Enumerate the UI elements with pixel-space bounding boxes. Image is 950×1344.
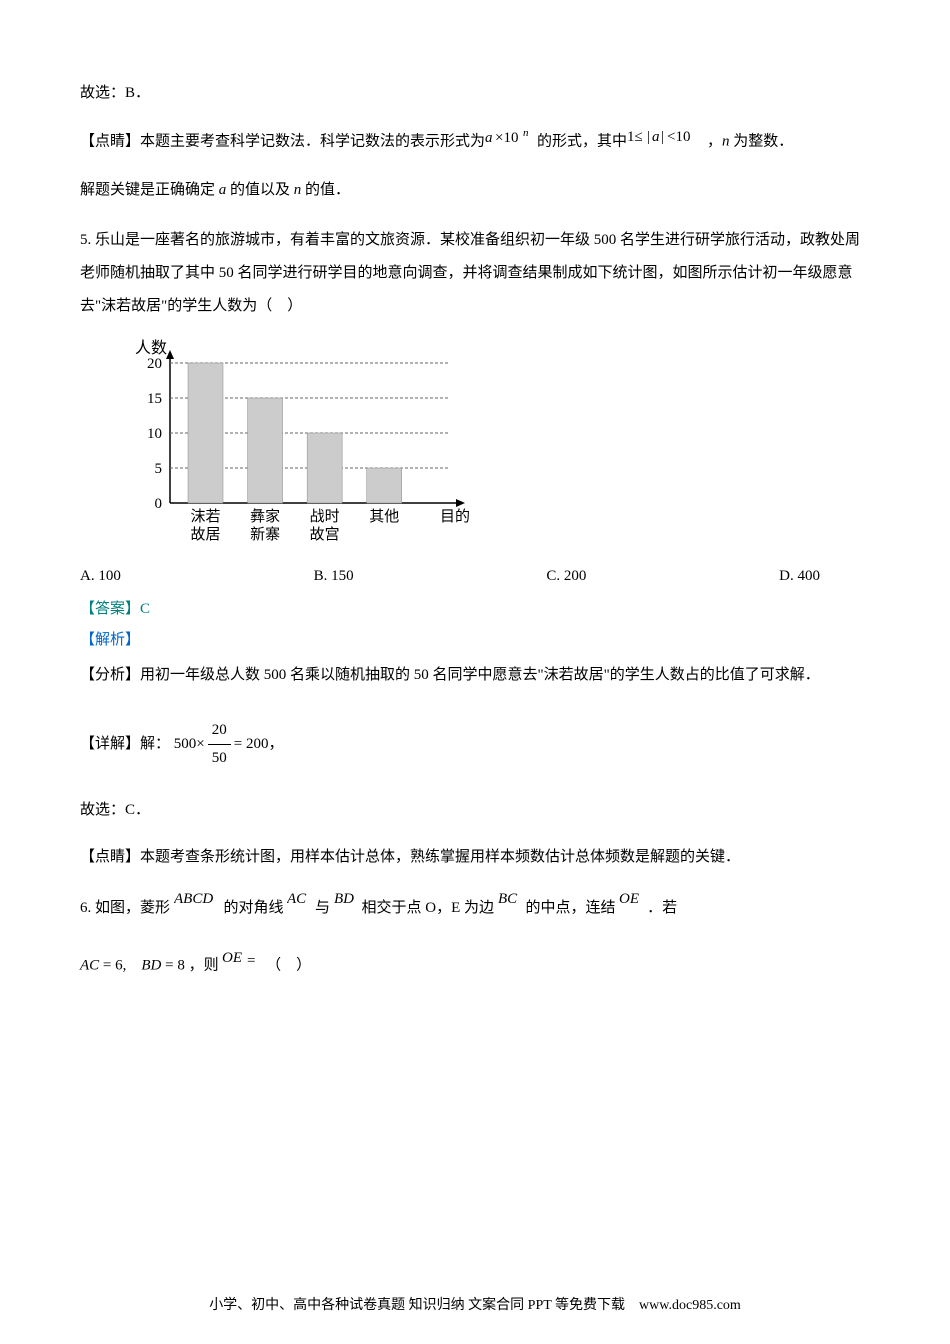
option-c: C. 200	[546, 568, 586, 585]
svg-text:<10: <10	[667, 129, 690, 145]
q6-mid1: 的对角线	[224, 900, 284, 916]
svg-text:10: 10	[147, 426, 162, 442]
fraction: 2050	[208, 717, 231, 772]
q6-paren: （ ）	[266, 957, 311, 973]
answer-5: 【答案】C	[80, 597, 870, 618]
svg-text:人数: 人数	[135, 339, 167, 357]
detail5-prefix: 【详解】解：	[80, 736, 170, 752]
svg-text:彝家: 彝家	[250, 508, 280, 525]
svg-text:战时: 战时	[310, 508, 340, 525]
detail5-formula: 500×2050= 200	[174, 717, 269, 772]
svg-text:BC: BC	[498, 891, 518, 907]
svg-text:ABCD: ABCD	[174, 891, 213, 907]
ac-formula: AC	[287, 891, 311, 926]
tip1-suffix: ，n 为整数．	[707, 133, 793, 149]
q6-mid4: 的中点，连结	[526, 900, 616, 916]
q6-l2-mid: ，则	[189, 957, 219, 973]
bd-formula: BD	[334, 891, 358, 926]
svg-text:1≤: 1≤	[627, 129, 643, 145]
oe-formula: OE	[619, 891, 643, 926]
tip-5: 【点睛】本题考查条形统计图，用样本估计总体，熟练掌握用样本频数估计总体频数是解题…	[80, 844, 870, 871]
svg-text:×10: ×10	[495, 130, 518, 146]
ac-eq: AC	[80, 957, 99, 973]
detail5-comma: ，	[268, 736, 283, 752]
svg-text:20: 20	[147, 356, 162, 372]
tip1-mid: 的形式，其中	[537, 133, 627, 149]
bc-formula: BC	[498, 891, 522, 926]
svg-text:n: n	[523, 128, 529, 139]
detail-5: 【详解】解： 500×2050= 200 ，	[80, 717, 870, 772]
svg-text:AC: AC	[287, 891, 307, 907]
tip-1: 【点睛】本题主要考查科学记数法．科学记数法的表示形式为a×10n的形式，其中1≤…	[80, 127, 870, 157]
svg-text:目的地: 目的地	[440, 508, 470, 525]
svg-text:故居: 故居	[190, 526, 220, 543]
svg-text:a: a	[652, 129, 660, 145]
q6-mid3: 相交于点 O，E 为边	[362, 900, 495, 916]
svg-text:其他: 其他	[369, 508, 399, 525]
option-a: A. 100	[80, 568, 121, 585]
svg-text:0: 0	[155, 496, 163, 512]
formula-range: 1≤|a|<10	[627, 127, 707, 157]
svg-text:OE: OE	[619, 891, 639, 907]
svg-text:=: =	[247, 953, 255, 969]
abcd-formula: ABCD	[174, 891, 220, 926]
formula-a-10n: a×10 n	[485, 128, 537, 156]
svg-text:沫若: 沫若	[190, 508, 220, 525]
conclusion-c: 故选：C．	[80, 797, 870, 824]
svg-text:a: a	[485, 130, 493, 146]
option-b: B. 150	[314, 568, 354, 585]
svg-text:5: 5	[155, 461, 163, 477]
oe-eq: OE =	[222, 951, 262, 981]
tip-1-line2: 解题关键是正确确定 a 的值以及 n 的值．	[80, 177, 870, 204]
svg-text:新寨: 新寨	[250, 525, 280, 543]
q6-mid2: 与	[315, 900, 330, 916]
bar-chart: 人数 0 5 10 15 20 沫若故居 彝家新寨 战时故宫 其他 目的地	[110, 338, 870, 553]
q6-prefix: 6. 如图，菱形	[80, 900, 170, 916]
frac-num: 20	[208, 717, 231, 745]
option-d: D. 400	[779, 568, 820, 585]
svg-text:|: |	[647, 129, 650, 145]
frac-den: 50	[208, 745, 231, 772]
svg-text:BD: BD	[334, 891, 354, 907]
question-5: 5. 乐山是一座著名的旅游城市，有着丰富的文旅资源．某校准备组织初一年级 500…	[80, 224, 870, 323]
q6-suffix: ．若	[647, 900, 677, 916]
tip1-prefix: 【点睛】本题主要考查科学记数法．科学记数法的表示形式为	[80, 133, 485, 149]
options-row: A. 100 B. 150 C. 200 D. 400	[80, 568, 870, 585]
bd-eq: BD	[141, 957, 161, 973]
page-footer: 小学、初中、高中各种试卷真题 知识归纳 文案合同 PPT 等免费下载 www.d…	[0, 1294, 950, 1314]
fenxi-5: 【分析】用初一年级总人数 500 名乘以随机抽取的 50 名同学中愿意去"沫若故…	[80, 659, 870, 692]
analysis-5: 【解析】	[80, 628, 870, 649]
svg-text:15: 15	[147, 391, 162, 407]
svg-text:|: |	[661, 129, 664, 145]
question-6-line2: AC = 6, BD = 8 ，则 OE= （ ）	[80, 951, 870, 981]
svg-text:OE: OE	[222, 951, 242, 966]
svg-text:故宫: 故宫	[310, 526, 340, 543]
detail5-500: 500×	[174, 736, 205, 752]
conclusion-b: 故选：B．	[80, 80, 870, 107]
detail5-eq: = 200	[234, 736, 269, 752]
question-6: 6. 如图，菱形 ABCD 的对角线 AC 与 BD 相交于点 O，E 为边 B…	[80, 891, 870, 926]
